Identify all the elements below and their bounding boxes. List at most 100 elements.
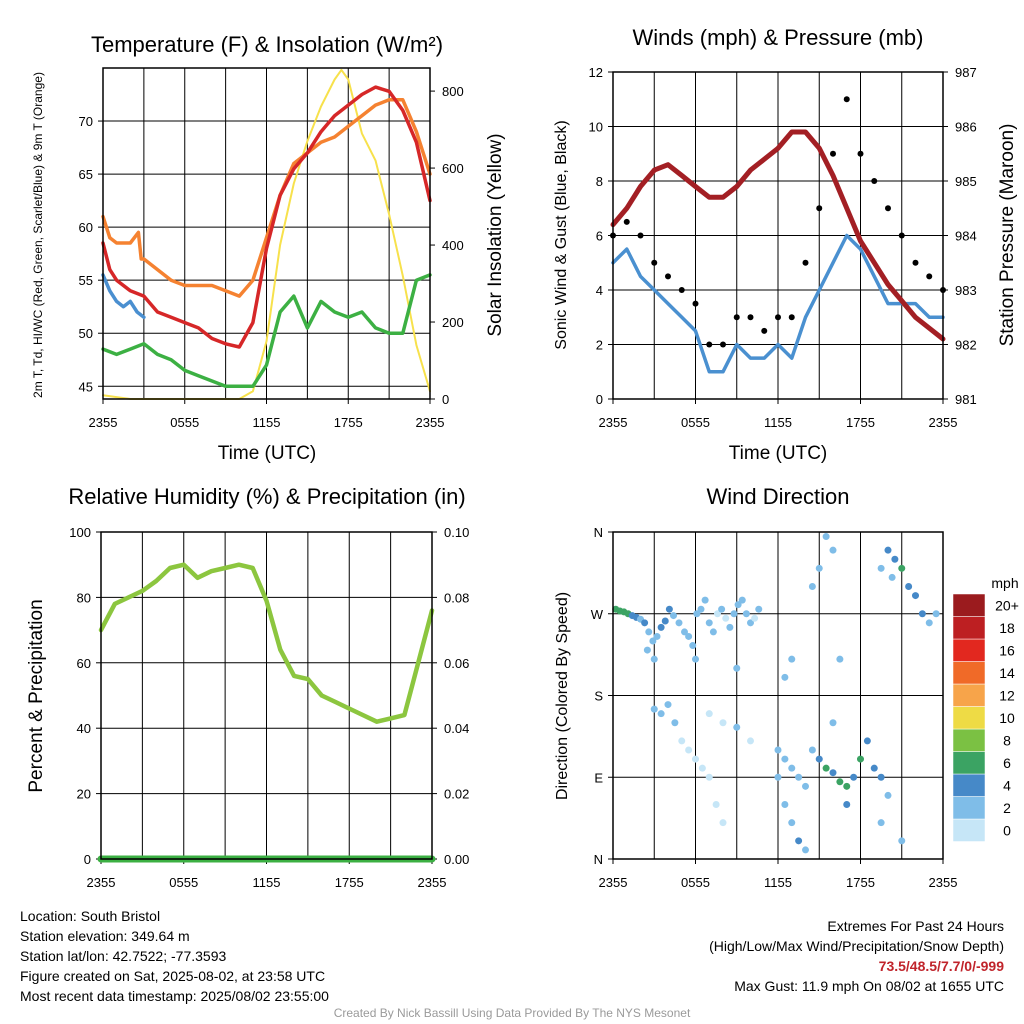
x-tick-label: 1155 bbox=[764, 415, 792, 430]
wind-direction-point bbox=[712, 801, 720, 808]
y-tick-label: N bbox=[594, 852, 603, 867]
wind-direction-point bbox=[705, 773, 713, 781]
colorbar-label: 18 bbox=[999, 620, 1015, 636]
gust-point bbox=[912, 259, 919, 266]
station-location: Location: South Bristol bbox=[20, 908, 161, 924]
wind-direction-point bbox=[788, 655, 796, 663]
wind-direction-point bbox=[781, 801, 789, 808]
colorbar-label: 20+ bbox=[995, 597, 1019, 613]
y-right-tick-label: 982 bbox=[955, 338, 977, 353]
gust-point bbox=[816, 205, 823, 212]
x-tick-label: 1755 bbox=[846, 415, 875, 430]
wind-direction-point bbox=[755, 605, 763, 613]
wind-direction-point bbox=[698, 764, 706, 772]
station-latlon: Station lat/lon: 42.7522; -77.3593 bbox=[20, 948, 227, 964]
winds-panel-title: Winds (mph) & Pressure (mb) bbox=[633, 25, 924, 50]
humidity-precip-panel: Relative Humidity (%) & Precipitation (i… bbox=[26, 484, 469, 890]
wind-direction-panel-title: Wind Direction bbox=[706, 484, 849, 509]
colorbar-swatch bbox=[952, 661, 986, 685]
x-tick-label: 1755 bbox=[334, 415, 363, 430]
y-right-tick-label: 800 bbox=[442, 84, 464, 99]
colorbar-swatch bbox=[952, 773, 986, 797]
hi-wc-line bbox=[101, 273, 146, 320]
gust-point bbox=[678, 287, 685, 293]
wind-direction-point bbox=[734, 601, 742, 609]
x-tick-label: 0555 bbox=[170, 415, 199, 430]
colorbar-label: 8 bbox=[1003, 732, 1011, 748]
y-tick-label: E bbox=[594, 770, 603, 785]
y-tick-label: 8 bbox=[596, 174, 603, 189]
wind-direction-point bbox=[689, 642, 697, 650]
temperature-panel-title: Temperature (F) & Insolation (W/m²) bbox=[91, 32, 443, 57]
wind-direction-point bbox=[836, 655, 844, 663]
y-tick-label: N bbox=[594, 525, 603, 540]
y-tick-label: 4 bbox=[596, 283, 603, 298]
winds-panel-ylabel-right: Station Pressure (Maroon) bbox=[997, 124, 1018, 347]
wind-direction-point bbox=[681, 628, 688, 636]
x-tick-label: 2355 bbox=[416, 415, 445, 430]
td-line bbox=[101, 273, 432, 389]
x-tick-label: 1755 bbox=[335, 875, 364, 890]
gust-point bbox=[623, 218, 630, 225]
winds-pressure-panel: Winds (mph) & Pressure (mb) Time (UTC) S… bbox=[553, 25, 1018, 464]
extremes-description: (High/Low/Max Wind/Precipitation/Snow De… bbox=[709, 938, 1004, 954]
colorbar-label: 14 bbox=[999, 665, 1015, 681]
y-tick-label: 60 bbox=[77, 656, 91, 671]
gust-point bbox=[871, 178, 878, 184]
wind-direction-point bbox=[863, 737, 871, 745]
wind-direction-point bbox=[714, 610, 721, 618]
gust-point bbox=[885, 205, 891, 212]
wind-direction-point bbox=[747, 619, 754, 627]
wind-direction-point bbox=[671, 719, 679, 727]
wind-direction-point bbox=[664, 701, 672, 709]
gust-point bbox=[761, 327, 768, 334]
y-right-tick-label: 986 bbox=[955, 120, 977, 135]
y-tick-label: 10 bbox=[589, 120, 603, 135]
gust-point bbox=[898, 232, 905, 239]
wind-direction-point bbox=[685, 746, 693, 754]
wind-direction-point bbox=[649, 637, 657, 645]
max-gust: Max Gust: 11.9 mph On 08/02 at 1655 UTC bbox=[734, 978, 1004, 994]
gust-point bbox=[775, 314, 781, 321]
wind-direction-point bbox=[705, 619, 713, 627]
y-tick-label: 65 bbox=[79, 167, 93, 182]
wind-direction-point bbox=[726, 623, 734, 631]
wind-direction-point bbox=[657, 623, 665, 631]
y-right-tick-label: 200 bbox=[442, 315, 464, 330]
colorbar-swatch bbox=[952, 683, 986, 707]
colorbar-label: 6 bbox=[1003, 755, 1011, 771]
y-tick-label: 55 bbox=[79, 273, 93, 288]
wind-direction-point bbox=[747, 737, 754, 745]
wind-direction-point bbox=[774, 746, 782, 754]
gust-point bbox=[692, 300, 699, 307]
wind-direction-point bbox=[802, 846, 809, 854]
colorbar-label: 12 bbox=[999, 687, 1015, 703]
wind-direction-point bbox=[653, 632, 661, 640]
credit-line: Created By Nick Bassill Using Data Provi… bbox=[333, 1006, 691, 1020]
y-right-tick-label: 0.04 bbox=[444, 721, 469, 736]
wind-direction-point bbox=[898, 564, 906, 572]
y-right-tick-label: 0 bbox=[442, 392, 449, 407]
wind-direction-point bbox=[925, 619, 933, 627]
gust-point bbox=[802, 259, 809, 266]
x-tick-label: 1155 bbox=[764, 875, 792, 890]
wind-direction-point bbox=[692, 655, 699, 663]
y-right-tick-label: 0.10 bbox=[444, 525, 469, 540]
y-tick-label: S bbox=[594, 689, 603, 704]
humidity-panel-ylabel: Percent & Precipitation bbox=[26, 599, 47, 792]
gust-point bbox=[747, 314, 754, 321]
gust-point bbox=[720, 341, 726, 348]
x-tick-label: 2355 bbox=[599, 415, 628, 430]
wind-direction-point bbox=[857, 755, 864, 763]
wind-direction-point bbox=[670, 612, 677, 620]
wind-direction-point bbox=[795, 837, 803, 845]
gust-point bbox=[651, 259, 658, 266]
y-tick-label: W bbox=[591, 607, 604, 622]
wind-direction-point bbox=[888, 573, 896, 581]
colorbar-swatch bbox=[952, 751, 986, 775]
9m-t-line bbox=[101, 98, 432, 298]
gust-point bbox=[830, 150, 836, 157]
wind-direction-point bbox=[870, 764, 878, 772]
wind-direction-point bbox=[788, 819, 796, 827]
wind-direction-point bbox=[719, 719, 727, 727]
